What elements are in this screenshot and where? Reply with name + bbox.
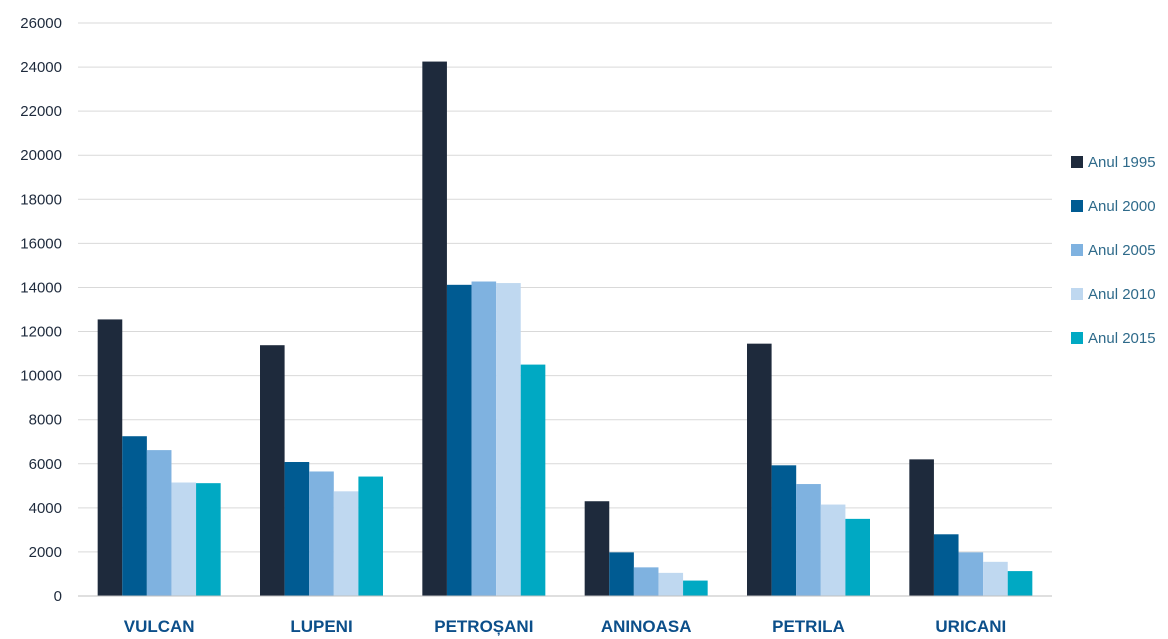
- y-tick-label: 24000: [20, 59, 62, 76]
- gridlines: [78, 22, 1052, 553]
- legend-label: Anul 2005: [1088, 242, 1156, 259]
- y-tick-label: 8000: [29, 412, 62, 429]
- legend: Anul 1995 Anul 2000 Anul 2005 Anul 2010 Anul…: [1071, 154, 1156, 347]
- y-axis-tick-labels: 0 2000 4000 6000 8000 10000 12000 14000 16000 180…: [20, 15, 62, 605]
- bar-lupeni-anul-2000: [284, 462, 310, 596]
- category-labels: VULCAN LUPENI PETROȘANI ANINOASA PETRILA URIC…: [124, 617, 1007, 636]
- bar-vulcan-anul-1995: [97, 319, 123, 596]
- bar-uricani-anul-2015: [1007, 571, 1033, 596]
- bar-aninoasa-anul-1995: [584, 501, 610, 596]
- bar-lupeni-anul-2005: [309, 471, 334, 596]
- y-tick-label: 20000: [20, 147, 62, 164]
- legend-label: Anul 2015: [1088, 330, 1156, 347]
- bar-vulcan-anul-2000: [122, 436, 147, 596]
- legend-swatch: [1071, 156, 1083, 168]
- legend-label: Anul 2010: [1088, 286, 1156, 303]
- y-tick-label: 10000: [20, 368, 62, 385]
- bars: [97, 61, 1033, 596]
- bar-petrila-anul-2005: [796, 484, 821, 596]
- bar-lupeni-anul-2010: [333, 491, 359, 596]
- bar-petroșani-anul-2005: [471, 281, 497, 596]
- bar-petroșani-anul-1995: [422, 61, 447, 596]
- y-tick-label: 12000: [20, 324, 62, 341]
- y-tick-label: 4000: [29, 500, 62, 517]
- bar-vulcan-anul-2005: [146, 450, 172, 596]
- category-label: PETRILA: [772, 617, 845, 636]
- bar-lupeni-anul-2015: [358, 476, 383, 596]
- legend-label: Anul 1995: [1088, 154, 1156, 171]
- legend-swatch: [1071, 200, 1083, 212]
- bar-petroșani-anul-2010: [496, 283, 521, 596]
- y-tick-label: 6000: [29, 456, 62, 473]
- bar-uricani-anul-2005: [958, 552, 984, 596]
- bar-aninoasa-anul-2010: [658, 572, 684, 596]
- y-tick-label: 18000: [20, 191, 62, 208]
- bar-aninoasa-anul-2015: [683, 580, 708, 596]
- bar-vulcan-anul-2010: [171, 482, 197, 596]
- legend-label: Anul 2000: [1088, 198, 1156, 215]
- bar-petrila-anul-2010: [820, 504, 846, 596]
- bar-petrila-anul-2015: [845, 518, 870, 596]
- legend-swatch: [1071, 288, 1083, 300]
- bar-uricani-anul-2000: [933, 534, 959, 596]
- bar-lupeni-anul-1995: [260, 345, 285, 596]
- bar-aninoasa-anul-2000: [609, 552, 634, 596]
- bar-petrila-anul-1995: [747, 343, 772, 596]
- y-tick-label: 14000: [20, 279, 62, 296]
- bar-petrila-anul-2000: [771, 465, 797, 596]
- category-label: PETROȘANI: [434, 617, 533, 636]
- bar-uricani-anul-2010: [983, 561, 1008, 596]
- category-label: LUPENI: [290, 617, 352, 636]
- legend-swatch: [1071, 244, 1083, 256]
- y-tick-label: 22000: [20, 103, 62, 120]
- category-label: VULCAN: [124, 617, 195, 636]
- category-label: ANINOASA: [601, 617, 692, 636]
- y-tick-label: 16000: [20, 235, 62, 252]
- bar-petroșani-anul-2015: [520, 364, 546, 596]
- bar-aninoasa-anul-2005: [633, 567, 659, 596]
- bar-petroșani-anul-2000: [446, 284, 472, 596]
- bar-uricani-anul-1995: [909, 459, 934, 596]
- legend-swatch: [1071, 332, 1083, 344]
- bar-vulcan-anul-2015: [196, 483, 221, 596]
- y-tick-label: 2000: [29, 544, 62, 561]
- y-tick-label: 0: [54, 588, 62, 605]
- y-tick-label: 26000: [20, 15, 62, 32]
- category-label: URICANI: [935, 617, 1006, 636]
